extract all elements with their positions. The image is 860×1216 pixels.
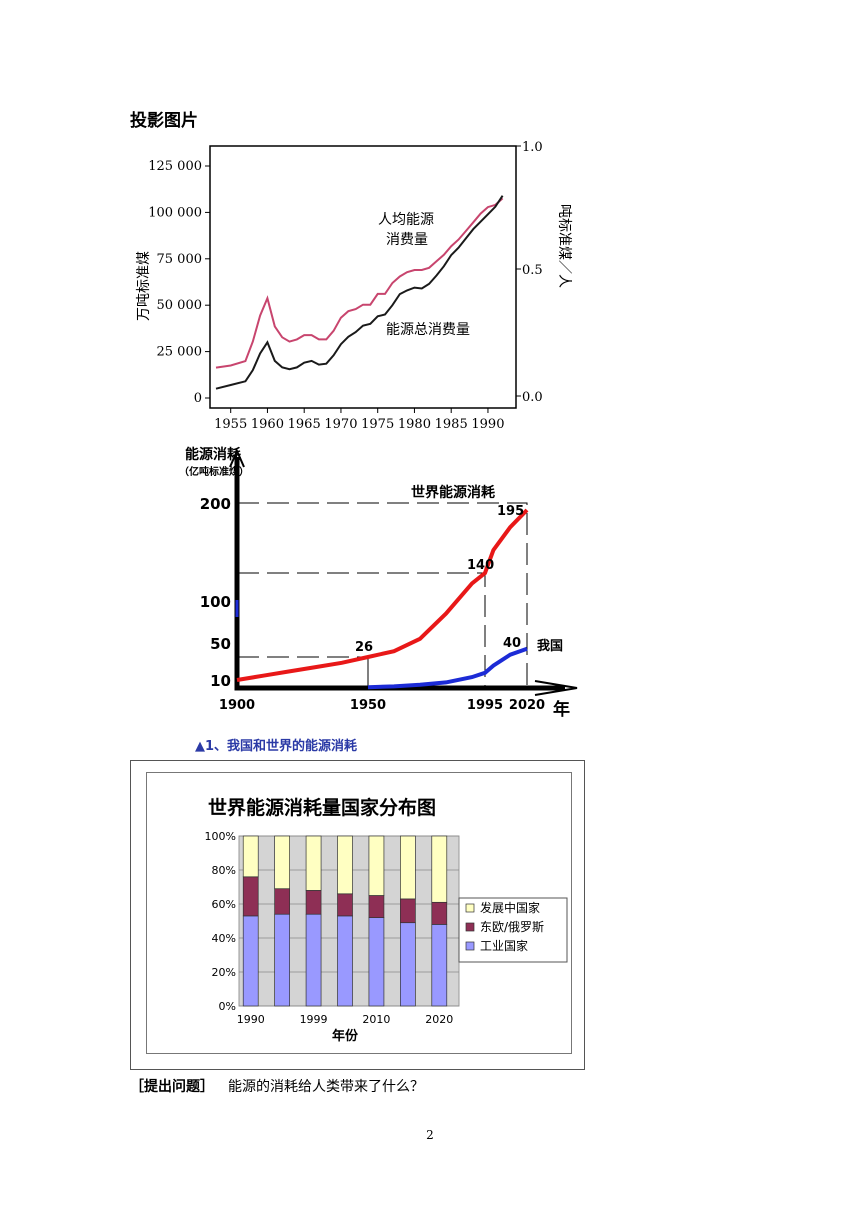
bar-segment xyxy=(368,895,385,918)
legend-swatch xyxy=(465,903,475,913)
x-tick-label: 1995 xyxy=(467,698,503,713)
y-axis-label-left: 万吨标准煤 xyxy=(136,251,152,321)
line-per-capita xyxy=(215,197,504,369)
y-tick-label: 50 000 xyxy=(157,298,203,313)
y-tick-label: 25 000 xyxy=(157,345,203,360)
bar-segment xyxy=(242,835,259,878)
bar-segment xyxy=(400,898,416,924)
y-tick-label: 100 000 xyxy=(148,205,202,220)
question: ［提出问题］ 能源的消耗给人类带来了什么？ xyxy=(130,1076,424,1096)
legend-swatch xyxy=(465,922,475,932)
figure-caption: ▲1、我国和世界的能源消耗 xyxy=(195,739,358,754)
x-tick-label: 1985 xyxy=(435,417,468,432)
label-per-capita-2: 消费量 xyxy=(386,232,428,248)
x-tick-label: 1975 xyxy=(361,417,394,432)
y-tick-label: 125 000 xyxy=(148,159,202,174)
bar-segment xyxy=(274,888,290,915)
y-tick-label-right: 0.0 xyxy=(522,390,543,405)
bar-segment xyxy=(431,901,448,925)
line-china xyxy=(367,646,528,690)
bar-segment xyxy=(305,835,322,891)
heading: 投影图片 xyxy=(130,111,198,131)
x-tick-label: 1965 xyxy=(288,417,321,432)
bar-segment xyxy=(431,835,448,903)
chart-world-vs-china: 能源消耗 （亿吨标准煤） 10 50 100 200 1900 1950 1995 2020… xyxy=(185,446,578,720)
bar-segment xyxy=(337,893,353,917)
y-tick-label: 0% xyxy=(219,1000,236,1013)
page-number: 2 xyxy=(426,1128,434,1142)
y-tick-label: 100% xyxy=(205,830,236,843)
y-axis-arrow xyxy=(229,448,245,468)
figure-frame xyxy=(130,760,585,1070)
y-axis-title: 能源消耗 xyxy=(185,446,241,463)
bar-segment xyxy=(368,917,385,1007)
y-axis-label-right: 吨标准煤／人 xyxy=(556,204,572,288)
chart-title: 世界能源消耗量国家分布图 xyxy=(208,796,436,819)
y-axis-unit: （亿吨标准煤） xyxy=(185,465,249,478)
bar-segment xyxy=(431,924,448,1007)
x-tick-label: 1960 xyxy=(251,417,284,432)
x-axis-label: 年份 xyxy=(332,1028,359,1044)
x-axis-label: 年 xyxy=(553,699,570,720)
y-tick-label: 40% xyxy=(212,932,236,945)
x-tick-label: 2010 xyxy=(362,1013,390,1026)
question-text: 能源的消耗给人类带来了什么？ xyxy=(228,1079,424,1095)
legend-label: 东欧/俄罗斯 xyxy=(480,920,544,934)
guide-1995 xyxy=(237,572,486,688)
y-tick-label: 50 xyxy=(210,635,231,653)
y-tick-label-right: 1.0 xyxy=(522,140,543,155)
data-label: 195 xyxy=(497,504,524,519)
line-world xyxy=(236,508,529,682)
y-tick-label: 20% xyxy=(212,966,236,979)
axes xyxy=(234,457,565,691)
x-axis-arrow xyxy=(534,680,578,696)
chart-energy-consumption-china: 0 25 000 50 000 75 000 100 000 125 000 0.0 0.5… xyxy=(136,140,572,432)
y-tick-label-right: 0.5 xyxy=(522,263,543,278)
x-tick-label: 1900 xyxy=(219,698,255,713)
x-tick-label: 1999 xyxy=(300,1013,328,1026)
y-tick-label: 200 xyxy=(200,495,231,513)
line-total xyxy=(215,195,504,390)
label-total: 能源总消费量 xyxy=(386,322,470,338)
y-tick-label: 10 xyxy=(210,672,231,690)
x-tick-label: 2020 xyxy=(509,698,545,713)
y-tick-label: 100 xyxy=(200,593,231,611)
legend xyxy=(458,897,568,963)
guide-2020 xyxy=(237,502,528,688)
data-label: 26 xyxy=(355,640,373,655)
legend-label: 工业国家 xyxy=(480,938,528,953)
y-tick-label: 80% xyxy=(212,864,236,877)
bar-segment xyxy=(337,835,353,895)
bar-segment xyxy=(368,835,385,896)
x-tick-label: 1980 xyxy=(398,417,431,432)
bar-segment xyxy=(400,835,416,900)
bar-segment xyxy=(400,922,416,1007)
data-label: 40 xyxy=(503,636,521,651)
x-tick-label: 1955 xyxy=(214,417,247,432)
y-tick-label: 60% xyxy=(212,898,236,911)
legend-swatch xyxy=(465,941,475,951)
bar-segment xyxy=(242,876,259,917)
question-tag: ［提出问题］ xyxy=(130,1079,214,1095)
plot-frame xyxy=(209,145,517,409)
bar-segment xyxy=(305,913,322,1007)
x-tick-label: 1990 xyxy=(237,1013,265,1026)
legend-label: 发展中国家 xyxy=(480,900,540,915)
label-world: 世界能源消耗 xyxy=(411,484,495,501)
bar-segment xyxy=(274,913,290,1007)
bar-segment xyxy=(337,915,353,1007)
bar-segment xyxy=(305,890,322,915)
data-label: 140 xyxy=(467,558,494,573)
chart-distribution: 世界能源消耗量国家分布图 0% 20% 40% 60% 80% 100% 1990 1999… xyxy=(146,772,572,1054)
bar-segment xyxy=(242,915,259,1007)
bar-segment xyxy=(274,835,290,890)
y-tick-label: 0 xyxy=(194,391,202,406)
x-tick-label: 1990 xyxy=(471,417,504,432)
label-china: 我国 xyxy=(537,638,563,654)
y-tick-label: 75 000 xyxy=(157,252,203,267)
x-tick-label: 1970 xyxy=(324,417,357,432)
label-per-capita-1: 人均能源 xyxy=(378,212,434,228)
x-tick-label: 2020 xyxy=(425,1013,453,1026)
x-tick-label: 1950 xyxy=(350,698,386,713)
